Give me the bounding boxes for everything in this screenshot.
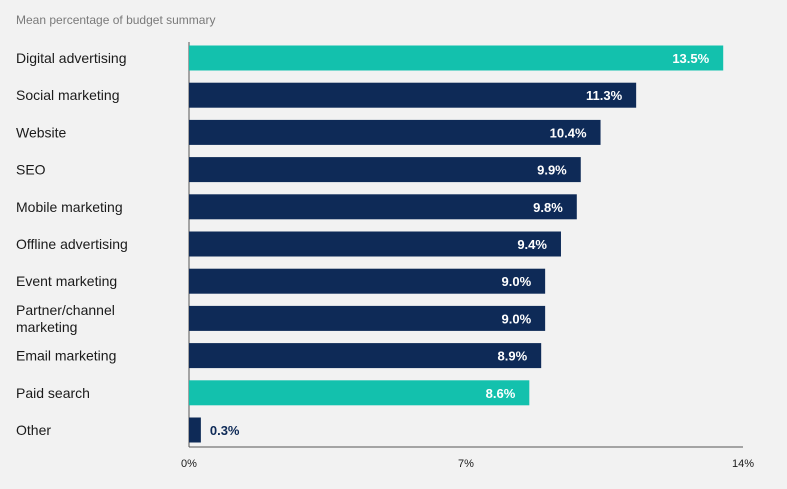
category-label: Email marketing [16,348,116,364]
bar-10 [189,380,530,406]
category-label: Partner/channel marketing [16,302,115,335]
data-label: 9.0% [502,274,532,289]
category-label-line: Partner/channel [16,302,115,318]
bar-6 [189,231,561,257]
bar-5 [189,194,577,220]
category-label-line: Mobile marketing [16,199,123,215]
bar-1 [189,45,724,71]
data-label: 9.8% [533,200,563,215]
category-label-line: Other [16,422,51,438]
category-label: Offline advertising [16,236,128,252]
bar-4 [189,157,581,183]
bar-9 [189,343,542,369]
category-label-line: Paid search [16,385,90,401]
category-label-line: Offline advertising [16,236,128,252]
category-label: SEO [16,162,46,178]
category-label: Website [16,124,67,140]
bar-2 [189,82,637,108]
category-label-line: Website [16,124,67,140]
category-label: Mobile marketing [16,199,123,215]
data-label: 10.4% [550,125,587,140]
x-tick-label: 14% [732,458,754,470]
bar-3 [189,119,601,145]
bar-11 [189,417,201,443]
data-label: 9.0% [502,311,532,326]
data-label: 13.5% [672,51,709,66]
data-label: 11.3% [586,88,623,103]
category-label-line: Event marketing [16,273,117,289]
category-label-line: SEO [16,162,46,178]
category-label: Other [16,422,51,438]
category-label: Social marketing [16,87,120,103]
x-tick-label: 7% [458,458,474,470]
bar-7 [189,268,546,294]
category-label-line: Social marketing [16,87,120,103]
x-tick-label: 0% [181,458,197,470]
category-label: Paid search [16,385,90,401]
category-label-line: marketing [16,319,77,335]
data-label: 8.9% [498,349,528,364]
category-label-line: Digital advertising [16,50,127,66]
category-label: Event marketing [16,273,117,289]
data-label: 0.3% [210,423,240,438]
data-label: 8.6% [486,386,516,401]
category-label: Digital advertising [16,50,127,66]
data-label: 9.4% [517,237,547,252]
chart-title: Mean percentage of budget summary [16,13,215,27]
bar-8 [189,305,546,331]
category-label-line: Email marketing [16,348,116,364]
data-label: 9.9% [537,163,567,178]
